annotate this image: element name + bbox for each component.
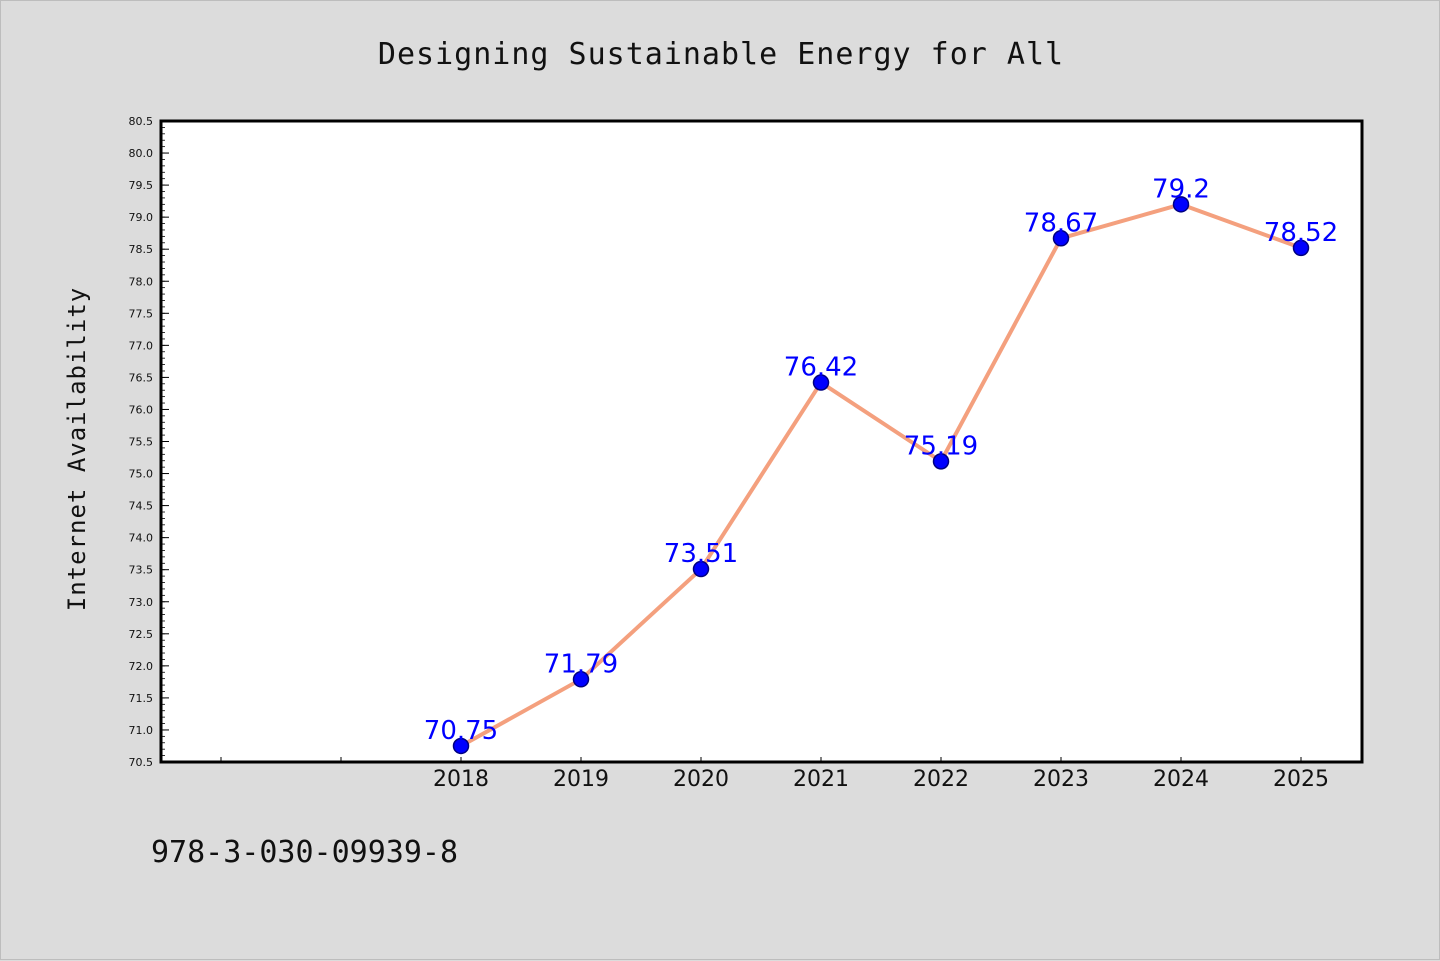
y-tick-label: 71.0 — [129, 724, 154, 737]
data-point — [1172, 196, 1190, 213]
y-tick-label: 78.5 — [129, 243, 154, 256]
data-point — [692, 560, 710, 578]
x-tick-label: 2024 — [1153, 767, 1209, 792]
data-label: 79.2 — [1152, 174, 1210, 204]
x-tick-label: 2023 — [1033, 767, 1089, 792]
y-tick-label: 75.5 — [129, 436, 154, 449]
y-tick-label: 75.0 — [129, 468, 154, 481]
plot-area — [161, 121, 1362, 762]
series-layer: 70.75 71.79 73.51 76.42 75.19 78.67 79.2 78.52 — [424, 174, 1338, 755]
y-tick-label: 72.0 — [129, 660, 154, 673]
y-tick-label: 80.5 — [129, 115, 154, 128]
y-tick-label: 73.0 — [129, 596, 154, 609]
data-point — [932, 453, 950, 470]
x-tick-label: 2018 — [433, 767, 489, 792]
y-tick-label: 77.0 — [129, 339, 154, 352]
data-label: 73.51 — [664, 539, 738, 569]
x-tick-label: 2019 — [553, 767, 609, 792]
y-axis: 70.5 71.0 71.5 72.0 72.5 73.0 73.5 74.0 74.5 75.0… — [129, 115, 169, 769]
data-point — [812, 374, 830, 391]
x-tick-label: 2025 — [1273, 767, 1329, 792]
y-tick-label: 79.0 — [129, 211, 154, 224]
y-tick-label: 79.5 — [129, 179, 154, 192]
y-tick-label: 77.5 — [129, 307, 154, 320]
chart-title: Designing Sustainable Energy for All — [378, 37, 1064, 72]
data-label: 71.79 — [544, 649, 618, 679]
data-point — [452, 737, 470, 755]
data-label: 70.75 — [424, 716, 498, 746]
y-tick-label: 76.0 — [129, 403, 154, 416]
x-axis: 2018 2019 2020 2021 2022 2023 2024 2025 — [220, 757, 1329, 792]
data-point — [1292, 239, 1310, 257]
y-tick-label: 71.5 — [129, 692, 154, 705]
y-tick-label: 70.5 — [129, 756, 154, 769]
y-tick-label: 76.5 — [129, 371, 154, 384]
y-tick-label: 74.0 — [129, 532, 154, 545]
x-tick-label: 2020 — [673, 767, 729, 792]
y-tick-label: 73.5 — [129, 564, 154, 577]
data-point — [1052, 230, 1070, 247]
data-label: 75.19 — [904, 431, 978, 461]
y-axis-label: Internet Availability — [63, 287, 91, 611]
isbn-label: 978-3-030-09939-8 — [151, 835, 459, 870]
data-label: 78.67 — [1024, 208, 1098, 238]
series-line — [459, 202, 1303, 748]
y-tick-label: 72.5 — [129, 628, 154, 641]
plot-frame — [159, 119, 1364, 764]
x-tick-label: 2021 — [793, 767, 849, 792]
data-label: 78.52 — [1264, 218, 1338, 248]
x-tick-label: 2022 — [913, 767, 969, 792]
y-tick-label: 78.0 — [129, 275, 154, 288]
data-point — [572, 671, 590, 688]
y-tick-label: 80.0 — [129, 147, 154, 160]
y-tick-label: 74.5 — [129, 500, 154, 513]
data-label: 76.42 — [784, 353, 858, 383]
